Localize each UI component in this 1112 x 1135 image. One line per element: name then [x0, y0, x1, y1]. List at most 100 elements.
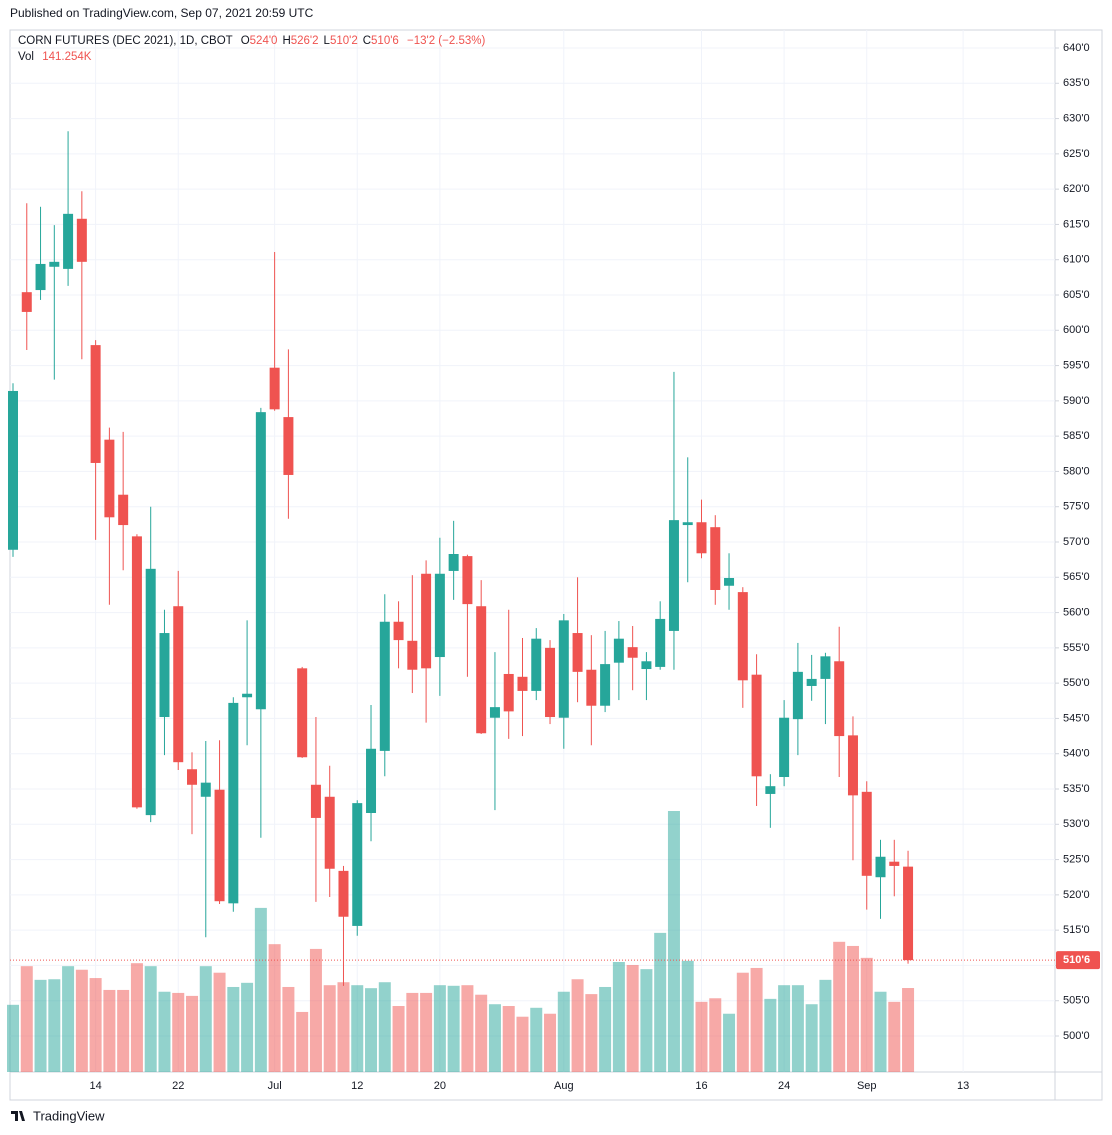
- candle-body: [173, 606, 184, 763]
- volume-bar: [7, 1004, 19, 1072]
- candle-body: [393, 621, 404, 641]
- x-tick-label: 22: [172, 1080, 184, 1092]
- volume-bar: [736, 972, 749, 1072]
- y-tick-label: 580'0: [1063, 465, 1090, 477]
- candle-body: [324, 796, 335, 869]
- candle-body: [889, 861, 900, 866]
- candle-body: [35, 263, 46, 291]
- volume-bar: [144, 966, 157, 1072]
- candle-body: [586, 669, 597, 706]
- candle-body: [434, 573, 445, 658]
- candle-body: [737, 592, 748, 681]
- volume-bar: [254, 907, 267, 1072]
- volume-bar: [406, 992, 419, 1072]
- candle-body: [724, 577, 735, 586]
- candle-body: [627, 647, 638, 658]
- volume-bar: [75, 969, 88, 1072]
- x-tick-label: 14: [89, 1080, 101, 1092]
- y-tick-label: 605'0: [1063, 289, 1090, 301]
- volume-bar: [186, 995, 199, 1072]
- y-tick-label: 640'0: [1063, 42, 1090, 54]
- volume-bar: [62, 966, 75, 1072]
- volume-bar: [805, 1004, 818, 1072]
- volume-bar: [378, 982, 391, 1072]
- candle-body: [407, 640, 418, 670]
- candle-body: [572, 633, 583, 672]
- y-tick-label: 520'0: [1063, 889, 1090, 901]
- brand: TradingView: [33, 1108, 105, 1123]
- volume-bar: [447, 985, 460, 1072]
- volume-layer: [7, 811, 915, 1072]
- y-tick-label: 570'0: [1063, 536, 1090, 548]
- volume-bar: [778, 985, 791, 1072]
- symbol: CORN FUTURES (DEC 2021), 1D, CBOT: [18, 35, 233, 47]
- y-tick-label: 610'0: [1063, 254, 1090, 266]
- candle-body: [792, 671, 803, 720]
- volume-bar: [626, 964, 639, 1072]
- candle-body: [421, 573, 432, 669]
- volume-bar: [860, 957, 873, 1072]
- volume-bar: [34, 979, 47, 1072]
- volume-bar: [833, 941, 846, 1072]
- volume-bar: [475, 994, 488, 1072]
- candle-layer: [8, 131, 914, 986]
- candle-body: [875, 856, 886, 878]
- candle-body: [558, 620, 569, 718]
- y-tick-label: 600'0: [1063, 324, 1090, 336]
- y-tick-label: 530'0: [1063, 818, 1090, 830]
- axis-layer: 500'0505'0510'0515'0520'0525'0530'0535'0…: [10, 42, 1100, 1092]
- candle-body: [710, 527, 721, 590]
- volume-bar: [268, 944, 281, 1072]
- x-tick-label: 24: [778, 1080, 790, 1092]
- y-tick-label: 500'0: [1063, 1030, 1090, 1042]
- candle-body: [255, 412, 266, 710]
- candle-body: [63, 213, 74, 269]
- ohlc-value: 524'0: [249, 35, 278, 47]
- candle-body: [806, 678, 817, 686]
- candle-body: [655, 618, 666, 667]
- volume-bar: [902, 988, 915, 1072]
- y-tick-label: 635'0: [1063, 77, 1090, 89]
- volume-bar: [241, 982, 254, 1072]
- volume-bar: [103, 989, 116, 1072]
- candle-body: [641, 661, 652, 670]
- volume-bar: [89, 978, 102, 1072]
- volume-title: Vol: [18, 51, 34, 63]
- volume-bar: [764, 998, 777, 1072]
- x-tick-label: 20: [434, 1080, 446, 1092]
- volume-bar: [530, 1007, 543, 1072]
- volume-bar: [888, 1001, 901, 1072]
- candle-body: [517, 676, 528, 691]
- volume-bar: [20, 966, 33, 1072]
- y-tick-label: 595'0: [1063, 359, 1090, 371]
- y-tick-label: 630'0: [1063, 112, 1090, 124]
- candle-body: [352, 803, 363, 926]
- volume-bar: [874, 991, 887, 1072]
- volume-bar: [599, 986, 612, 1072]
- volume-bar: [420, 992, 433, 1072]
- candle-body: [379, 621, 390, 751]
- candle-body: [283, 417, 294, 475]
- volume-bar: [723, 1013, 736, 1072]
- volume-bar: [585, 994, 598, 1072]
- candle-body: [90, 345, 101, 463]
- candle-body: [696, 522, 707, 554]
- candle-body: [214, 789, 225, 902]
- candle-body: [847, 735, 858, 796]
- y-tick-label: 560'0: [1063, 606, 1090, 618]
- volume-bar: [296, 1011, 309, 1072]
- volume-bar: [227, 986, 240, 1072]
- volume-bar: [488, 1004, 501, 1072]
- volume-bar: [667, 811, 680, 1072]
- volume-bar: [199, 966, 212, 1072]
- ohlc-label: O: [240, 35, 250, 47]
- published: Published on TradingView.com, Sep 07, 20…: [10, 6, 314, 20]
- ohlc-value: 526'2: [290, 35, 319, 47]
- volume-bar: [337, 982, 350, 1072]
- volume-bar: [846, 945, 859, 1072]
- volume-bar: [695, 1001, 708, 1072]
- volume-value: 141.254K: [42, 51, 92, 63]
- volume-bar: [282, 986, 295, 1072]
- volume-bar: [323, 985, 336, 1072]
